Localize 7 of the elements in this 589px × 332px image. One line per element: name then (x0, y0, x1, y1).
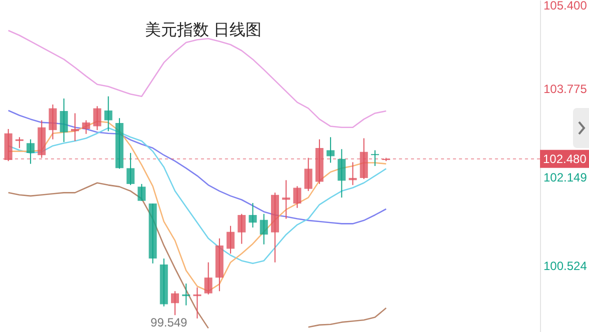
y-tick-label: 100.524 (544, 258, 588, 273)
annotation: 99.549 (150, 315, 188, 330)
text: 美元指数 日线图 (145, 20, 262, 41)
y-tick-label: 103.775 (544, 82, 588, 96)
ref-line-label: 102.480 (543, 152, 587, 166)
y-tick-label: 102.149 (544, 170, 588, 184)
y-tick-label: 105.400 (544, 0, 588, 12)
